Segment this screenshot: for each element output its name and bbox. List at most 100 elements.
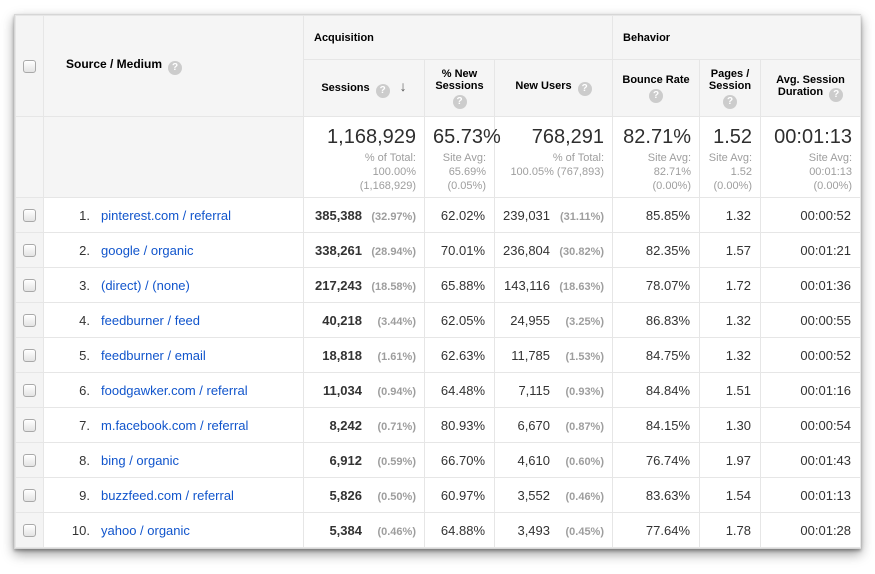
row-checkbox[interactable] xyxy=(23,383,36,397)
table-row: 8. bing / organic 6,912 (0.59%) 66.70% 4,610 (… xyxy=(15,442,862,478)
row-select-cell xyxy=(15,512,44,548)
sessions-cell: 5,826 (0.50%) xyxy=(303,477,425,513)
group-header-acquisition: Acquisition xyxy=(302,15,614,60)
new-sessions-value: 62.63% xyxy=(424,337,495,373)
sessions-percent: (0.71%) xyxy=(377,420,416,433)
new-users-cell: 3,493 (0.45%) xyxy=(493,512,614,548)
select-all-cell xyxy=(15,15,44,117)
new-sessions-value: 62.05% xyxy=(424,302,495,338)
new-users-percent: (0.60%) xyxy=(565,455,605,468)
source-medium-link[interactable]: pinterest.com / referral xyxy=(101,207,232,223)
sessions-value: 11,034 xyxy=(322,382,362,398)
column-header-bounce-rate[interactable]: Bounce Rate? xyxy=(612,59,701,117)
source-medium-link[interactable]: m.facebook.com / referral xyxy=(101,417,249,433)
pages-session-value: 1.32 xyxy=(699,197,762,233)
source-medium-link[interactable]: bing / organic xyxy=(101,452,180,468)
column-header-new-users[interactable]: New Users? xyxy=(493,59,614,117)
new-users-value: 3,493 xyxy=(517,522,551,538)
source-medium-link[interactable]: buzzfeed.com / referral xyxy=(101,487,234,503)
table-row: 1. pinterest.com / referral 385,388 (32.97%… xyxy=(15,197,862,233)
new-sessions-value: 70.01% xyxy=(424,232,495,268)
totals-row: 1,168,929 % of Total: 100.00% (1,168,929… xyxy=(15,116,862,198)
new-users-value: 3,552 xyxy=(517,487,551,503)
source-medium-cell: 4. feedburner / feed xyxy=(43,302,304,338)
row-rank: 10. xyxy=(71,522,90,538)
totals-pages-value: 1.52 xyxy=(713,126,753,148)
column-header-pages-session[interactable]: Pages / Session? xyxy=(699,59,762,117)
row-checkbox[interactable] xyxy=(23,243,36,257)
avg-duration-value: 00:00:55 xyxy=(760,302,862,338)
source-medium-cell: 1. pinterest.com / referral xyxy=(43,197,304,233)
sort-descending-icon[interactable]: ↓ xyxy=(399,78,407,94)
column-header-avg-session-duration[interactable]: Avg. Session Duration? xyxy=(760,59,862,117)
help-icon[interactable]: ? xyxy=(375,84,390,98)
sessions-label: Sessions xyxy=(321,82,370,94)
source-medium-link[interactable]: (direct) / (none) xyxy=(101,277,190,293)
sessions-percent: (0.50%) xyxy=(377,490,416,503)
help-icon[interactable]: ? xyxy=(452,94,467,109)
new-sessions-value: 80.93% xyxy=(424,407,495,443)
row-select-cell xyxy=(15,442,44,478)
sessions-value: 385,388 xyxy=(315,207,362,223)
avg-duration-value: 00:00:54 xyxy=(760,407,862,443)
row-select-cell xyxy=(15,197,44,233)
new-sessions-value: 64.48% xyxy=(424,372,495,408)
acquisition-label: Acquisition xyxy=(314,31,374,44)
totals-sessions: 1,168,929 % of Total: 100.00% (1,168,929… xyxy=(303,116,425,198)
source-medium-link[interactable]: feedburner / email xyxy=(101,347,206,363)
row-checkbox[interactable] xyxy=(23,278,36,292)
sessions-percent: (0.46%) xyxy=(377,525,416,538)
sessions-cell: 11,034 (0.94%) xyxy=(303,372,425,408)
row-checkbox[interactable] xyxy=(23,488,36,502)
avg-duration-value: 00:01:13 xyxy=(760,477,862,513)
select-all-checkbox[interactable] xyxy=(23,59,36,73)
avg-duration-value: 00:01:36 xyxy=(760,267,862,303)
source-medium-link[interactable]: foodgawker.com / referral xyxy=(101,382,248,398)
source-medium-cell: 5. feedburner / email xyxy=(43,337,304,373)
row-checkbox[interactable] xyxy=(23,453,36,467)
new-users-cell: 6,670 (0.87%) xyxy=(493,407,614,443)
help-icon[interactable]: ? xyxy=(577,82,592,96)
column-header-source-medium[interactable]: Source / Medium? xyxy=(43,15,304,117)
table-row: 4. feedburner / feed 40,218 (3.44%) 62.05% 24… xyxy=(15,302,862,338)
new-users-value: 6,670 xyxy=(517,417,551,433)
table-row: 9. buzzfeed.com / referral 5,826 (0.50%) 60.… xyxy=(15,477,862,513)
totals-new-users-value: 768,291 xyxy=(531,126,605,148)
pages-session-value: 1.51 xyxy=(699,372,762,408)
source-medium-link[interactable]: google / organic xyxy=(101,242,194,258)
row-checkbox[interactable] xyxy=(23,348,36,362)
column-header-sessions[interactable]: Sessions? ↓ xyxy=(303,59,425,117)
sessions-cell: 385,388 (32.97%) xyxy=(303,197,425,233)
avg-duration-value: 00:01:28 xyxy=(760,512,862,548)
new-users-percent: (0.87%) xyxy=(565,420,605,433)
new-users-value: 4,610 xyxy=(517,452,551,468)
row-rank: 2. xyxy=(79,242,90,258)
new-users-percent: (0.46%) xyxy=(565,490,605,503)
source-medium-link[interactable]: feedburner / feed xyxy=(101,312,201,328)
row-checkbox[interactable] xyxy=(23,208,36,222)
row-checkbox[interactable] xyxy=(23,313,36,327)
totals-duration-value: 00:01:13 xyxy=(774,126,853,148)
sessions-value: 40,218 xyxy=(322,312,362,328)
sessions-value: 5,826 xyxy=(329,487,362,503)
source-medium-cell: 6. foodgawker.com / referral xyxy=(43,372,304,408)
row-checkbox[interactable] xyxy=(23,523,36,537)
row-select-cell xyxy=(15,477,44,513)
help-icon[interactable]: ? xyxy=(829,88,844,102)
row-select-cell xyxy=(15,267,44,303)
new-users-value: 11,785 xyxy=(511,347,551,363)
row-select-cell xyxy=(15,407,44,443)
help-icon[interactable]: ? xyxy=(649,88,664,103)
help-icon[interactable]: ? xyxy=(168,61,183,75)
avg-duration-value: 00:00:52 xyxy=(760,337,862,373)
row-checkbox[interactable] xyxy=(23,418,36,432)
source-medium-cell: 3. (direct) / (none) xyxy=(43,267,304,303)
bounce-rate-value: 86.83% xyxy=(612,302,701,338)
source-medium-link[interactable]: yahoo / organic xyxy=(101,522,190,538)
column-header-percent-new-sessions[interactable]: % New Sessions? xyxy=(424,59,495,117)
table-row: 7. m.facebook.com / referral 8,242 (0.71%) 8… xyxy=(15,407,862,443)
new-users-percent: (0.45%) xyxy=(565,525,605,538)
group-header-behavior: Behavior xyxy=(612,15,862,60)
help-icon[interactable]: ? xyxy=(723,94,738,109)
totals-new-users-subtext: % of Total: 100.05% (767,893) xyxy=(510,152,605,178)
